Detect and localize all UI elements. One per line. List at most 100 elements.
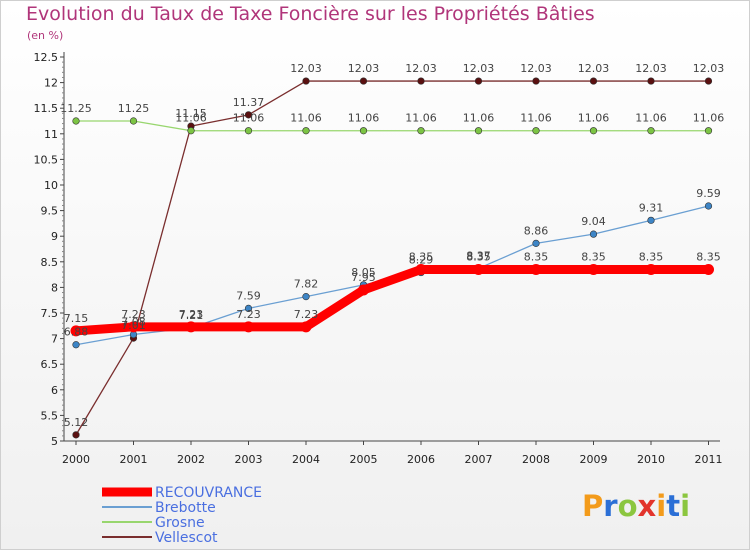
data-label-recouvrance: 8.35 <box>696 250 721 263</box>
data-label-vellescot: 12.03 <box>290 62 322 75</box>
data-label-grosne: 11.06 <box>290 112 322 125</box>
data-label-grosne: 11.06 <box>405 112 437 125</box>
x-tick-label: 2001 <box>120 453 148 466</box>
data-point-vellescot <box>647 77 655 85</box>
data-label-brebotte: 8.86 <box>524 224 549 237</box>
data-point-brebotte <box>302 293 310 301</box>
data-point-vellescot <box>532 77 540 85</box>
data-point-recouvrance <box>473 263 484 275</box>
data-label-brebotte: 7.59 <box>236 289 261 302</box>
data-point-vellescot <box>302 77 310 85</box>
y-tick-label: 8.5 <box>41 256 59 269</box>
data-label-recouvrance: 8.35 <box>524 250 549 263</box>
data-labels: 5.12 7.01 11.15 11.37 12.03 12.03 12.03 12.03 12… <box>60 62 724 429</box>
proxiti-logo: Proxiti <box>582 489 690 523</box>
data-point-brebotte <box>647 216 655 224</box>
x-tick-label: 2002 <box>177 453 205 466</box>
x-tick-label: 2010 <box>637 453 665 466</box>
data-label-grosne: 11.06 <box>348 112 380 125</box>
data-label-vellescot: 12.03 <box>405 62 437 75</box>
x-tick-label: 2006 <box>407 453 435 466</box>
legend-label-vellescot: Vellescot <box>155 530 218 546</box>
data-label-recouvrance: 7.23 <box>294 308 319 321</box>
y-tick-label: 12 <box>44 77 58 90</box>
data-point-grosne <box>302 127 310 135</box>
y-tick-label: 9 <box>51 230 58 243</box>
data-point-brebotte <box>704 202 713 210</box>
data-point-brebotte <box>532 239 540 247</box>
data-label-grosne: 11.06 <box>578 112 610 125</box>
data-label-vellescot: 11.37 <box>233 96 265 109</box>
data-point-brebotte <box>244 304 253 312</box>
data-label-brebotte: 7.21 <box>179 309 204 322</box>
chart-subtitle: (en %) <box>27 29 64 42</box>
data-label-recouvrance: 7.95 <box>351 271 376 284</box>
data-point-recouvrance <box>300 321 312 333</box>
data-label-vellescot: 11.15 <box>175 107 207 120</box>
data-point-grosne <box>474 127 483 135</box>
data-point-recouvrance <box>358 284 369 296</box>
y-tick-label: 12.5 <box>34 51 59 64</box>
y-tick-label: 11.5 <box>34 102 59 115</box>
data-label-recouvrance: 7.23 <box>121 308 146 321</box>
data-label-grosne: 11.06 <box>463 112 495 125</box>
data-point-recouvrance <box>128 321 139 333</box>
x-tick-label: 2005 <box>350 453 378 466</box>
data-point-grosne <box>589 127 598 135</box>
data-label-grosne: 11.25 <box>118 102 150 115</box>
data-label-vellescot: 12.03 <box>348 62 380 75</box>
data-point-vellescot <box>589 77 598 85</box>
data-label-vellescot: 7.01 <box>121 319 146 332</box>
data-point-vellescot <box>244 111 253 119</box>
data-point-recouvrance <box>243 321 254 333</box>
data-point-grosne <box>72 117 80 125</box>
y-tick-label: 5.5 <box>41 409 59 422</box>
data-label-brebotte: 8.05 <box>351 266 376 279</box>
series-line-recouvrance <box>71 264 713 336</box>
data-point-grosne <box>187 127 195 135</box>
series-lines <box>70 77 714 439</box>
y-tick-label: 11 <box>44 128 58 141</box>
data-label-recouvrance: 8.35 <box>409 250 434 263</box>
y-tick-label: 9.5 <box>41 205 59 218</box>
data-label-grosne: 11.25 <box>60 102 92 115</box>
data-label-recouvrance: 8.35 <box>639 250 664 263</box>
data-point-recouvrance <box>415 263 427 275</box>
legend-label-recouvrance: RECOUVRANCE <box>155 485 262 501</box>
x-tick-label: 2004 <box>292 453 320 466</box>
data-point-vellescot <box>72 431 80 439</box>
x-tick-label: 2003 <box>235 453 263 466</box>
data-label-vellescot: 12.03 <box>635 62 667 75</box>
data-point-vellescot <box>704 77 713 85</box>
data-label-grosne: 11.06 <box>693 112 725 125</box>
data-point-vellescot <box>417 77 425 85</box>
data-point-recouvrance <box>185 321 197 333</box>
data-point-grosne <box>532 127 540 135</box>
y-tick-label: 7 <box>51 333 58 346</box>
y-tick-label: 10.5 <box>34 153 59 166</box>
chart-title: Evolution du Taux de Taxe Foncière sur l… <box>26 3 595 25</box>
data-label-brebotte: 9.04 <box>581 215 606 228</box>
data-point-recouvrance <box>588 263 599 275</box>
x-tick-label: 2009 <box>580 453 608 466</box>
data-point-brebotte <box>589 230 598 238</box>
data-label-grosne: 11.06 <box>635 112 667 125</box>
y-tick-label: 6.5 <box>41 358 59 371</box>
data-label-brebotte: 6.88 <box>64 326 89 339</box>
x-tick-label: 2008 <box>522 453 550 466</box>
data-label-brebotte: 7.08 <box>121 316 146 329</box>
y-tick-label: 8 <box>51 281 58 294</box>
data-label-vellescot: 5.12 <box>64 416 89 429</box>
data-label-vellescot: 12.03 <box>693 62 725 75</box>
data-point-vellescot <box>474 77 483 85</box>
data-point-recouvrance <box>703 263 714 275</box>
y-tick-label: 6 <box>51 384 58 397</box>
data-point-grosne <box>417 127 425 135</box>
data-label-grosne: 11.06 <box>233 112 265 125</box>
data-label-brebotte: 9.59 <box>696 187 721 200</box>
data-point-brebotte <box>72 341 80 349</box>
data-point-grosne <box>359 127 368 135</box>
series-line-grosne <box>75 120 710 132</box>
data-point-vellescot <box>359 77 368 85</box>
